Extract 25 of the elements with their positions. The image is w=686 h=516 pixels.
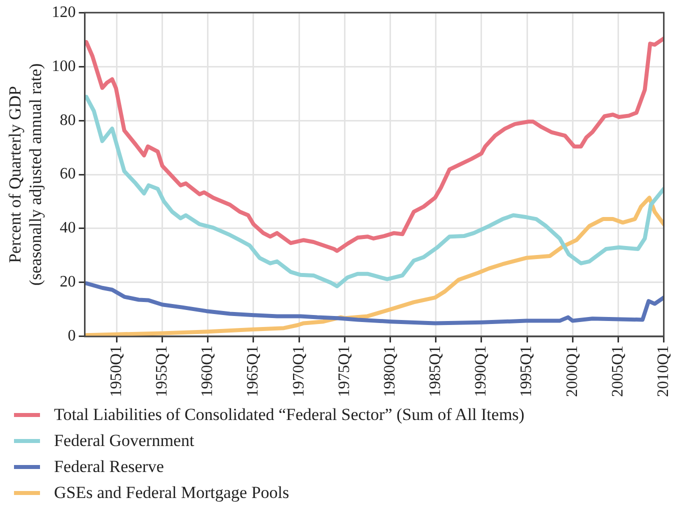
- y-axis-title: Percent of Quarterly GDP (seasonally adjusted annual rate): [6, 63, 46, 286]
- x-tick-label: 1990Q1: [472, 345, 490, 398]
- legend-label: GSEs and Federal Mortgage Pools: [54, 483, 290, 503]
- legend-label: Total Liabilities of Consolidated “Federal Sector” (Sum of All Items): [54, 405, 524, 425]
- x-tick-label: 1970Q1: [290, 345, 308, 398]
- x-tick-label: 2000Q1: [564, 345, 581, 398]
- x-tick-label: 1980Q1: [381, 345, 398, 398]
- x-tick-label: 2010Q1: [655, 345, 672, 398]
- y-tick-label: 100: [52, 58, 76, 75]
- x-tick-label: 1950Q1: [108, 345, 125, 398]
- x-tick-label: 1965Q1: [244, 345, 262, 398]
- x-tick-label: 1985Q1: [427, 345, 444, 398]
- x-tick-label: 1960Q1: [199, 345, 216, 398]
- legend-label: Federal Reserve: [54, 457, 164, 477]
- y-tick-label: 40: [60, 220, 76, 237]
- legend-label: Federal Government: [54, 431, 194, 451]
- x-tick-label: 1995Q1: [518, 345, 536, 398]
- x-tick-label: 1955Q1: [154, 345, 171, 398]
- y-tick-label: 20: [60, 274, 76, 291]
- y-tick-label: 120: [52, 4, 76, 21]
- y-tick-label: 60: [60, 166, 76, 183]
- x-tick-label: 2005Q1: [609, 345, 626, 398]
- x-tick-label: 1975Q1: [336, 345, 353, 398]
- y-tick-label: 0: [68, 328, 76, 345]
- y-tick-label: 80: [60, 112, 76, 129]
